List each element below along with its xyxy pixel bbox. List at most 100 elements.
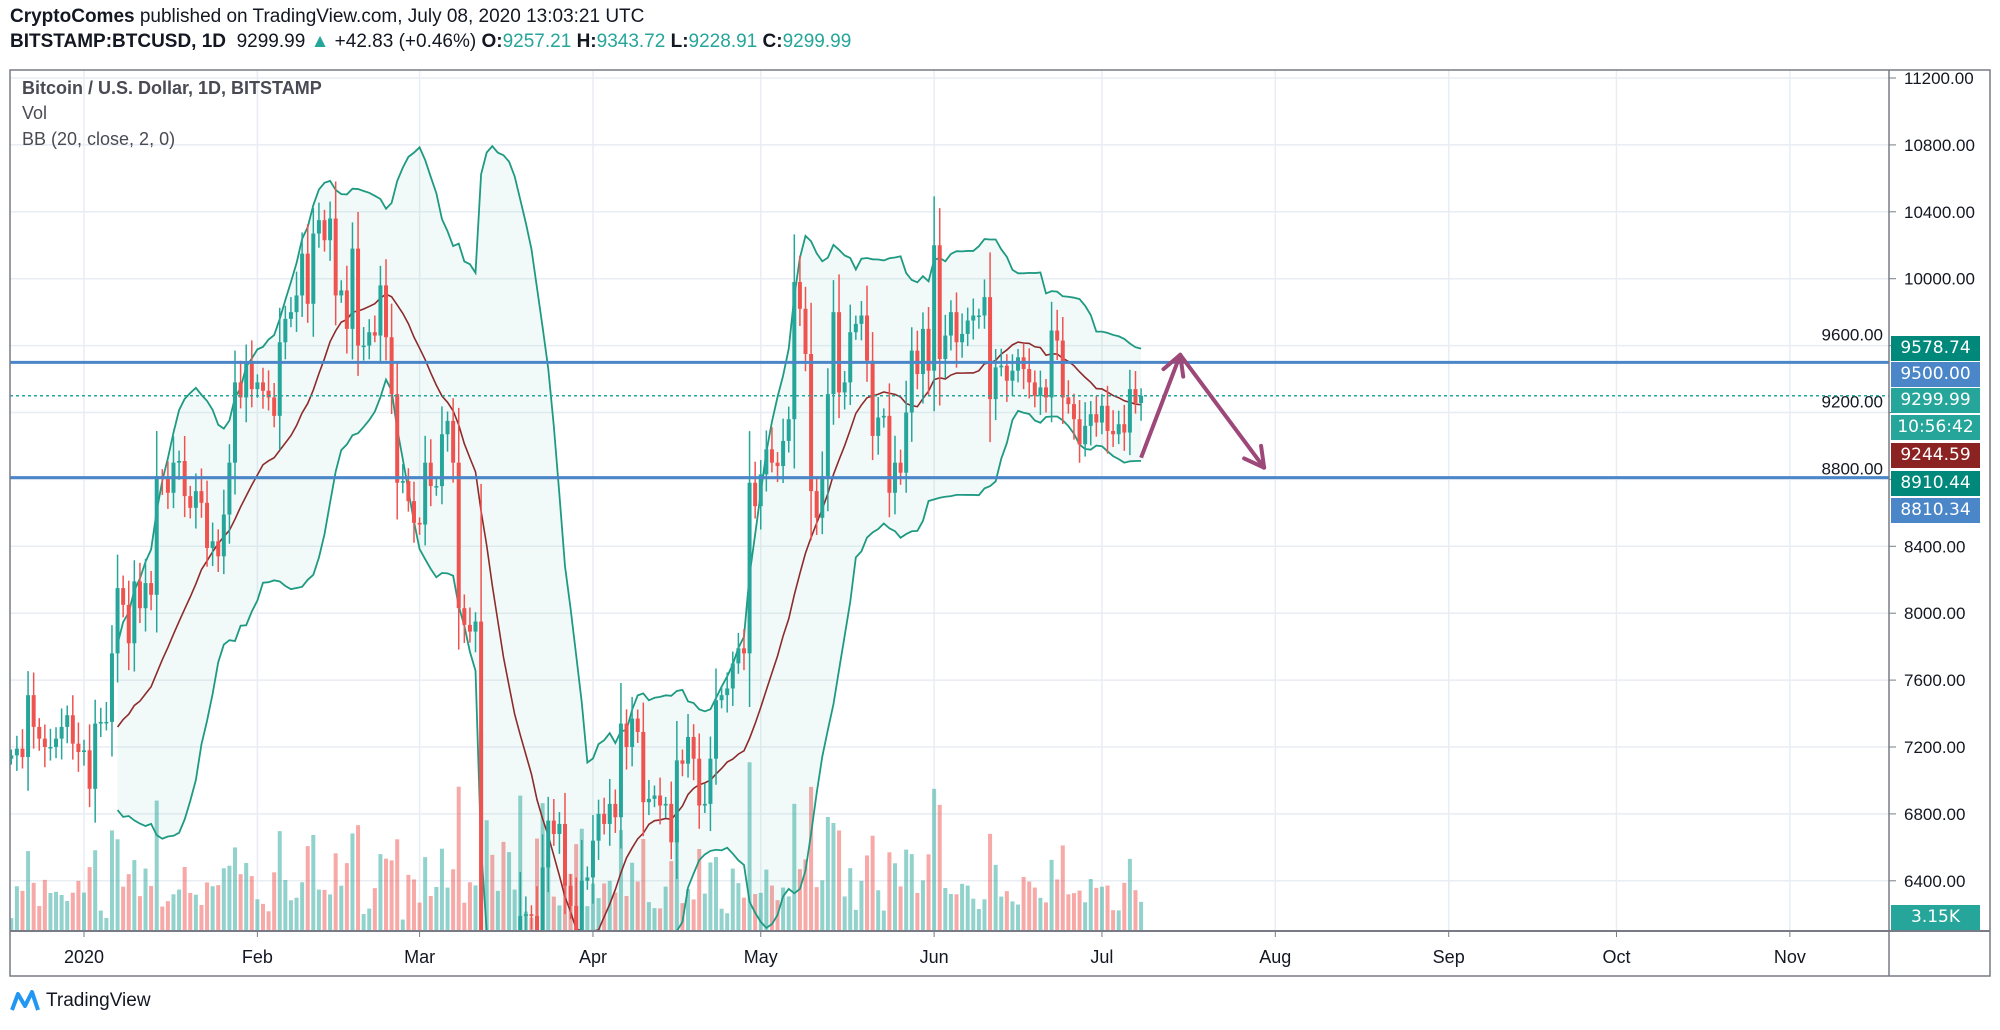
volume-bar [210, 886, 215, 931]
candle-body [1032, 382, 1037, 396]
candle-body [227, 462, 232, 515]
volume-bar [339, 885, 344, 931]
candle-body [686, 736, 691, 764]
volume-bar [697, 849, 702, 931]
candle-body [384, 285, 389, 338]
candle-body [137, 581, 142, 609]
bb-basis-tag: 9244.59 [1891, 443, 1980, 468]
publish-info: CryptoComes published on TradingView.com… [10, 6, 644, 28]
volume-bar [624, 896, 629, 931]
arrowhead [1242, 456, 1267, 470]
volume-bar [473, 885, 478, 931]
candle-body [663, 803, 668, 806]
volume-bar [70, 892, 75, 931]
candle-body [149, 583, 154, 595]
volume-bar [993, 864, 998, 931]
candle-body [372, 332, 377, 336]
volume-bar [300, 882, 305, 931]
volume-bar [630, 862, 635, 931]
candle-body [126, 604, 131, 644]
volume-bar [781, 887, 786, 931]
volume-bar [48, 893, 53, 931]
candle-body [691, 736, 696, 759]
volume-bar [881, 910, 886, 931]
candle-body [193, 491, 198, 508]
candle-body [562, 823, 567, 886]
candle-body [658, 795, 663, 806]
volume-bar [669, 861, 674, 931]
candle-body [674, 760, 679, 843]
candle-body [865, 315, 870, 361]
price-axis[interactable]: 11200.00 10800.00 10400.00 10000.00 9600.00 9… [1822, 69, 1975, 891]
arrowhead [1259, 443, 1267, 470]
time-axis[interactable]: 2020 Feb Mar Apr May Jun Jul Aug Sep Oct Nov [64, 931, 1806, 967]
volume-bar [193, 894, 198, 931]
author[interactable]: CryptoComes [10, 6, 135, 27]
price-tick-label: 8000.00 [1904, 604, 1965, 623]
volume-bar [188, 893, 193, 931]
volume-bar [260, 903, 265, 931]
arrow-path [1139, 352, 1266, 469]
candle-body [1099, 405, 1104, 423]
candle-body [439, 434, 444, 487]
publish-text: published on TradingView.com, July 08, 2… [139, 6, 645, 27]
volume-bar [137, 896, 142, 931]
candle-body [76, 743, 81, 753]
candle-body [1049, 330, 1054, 398]
candle-body [529, 914, 534, 916]
volume-bar [590, 883, 595, 931]
volume-bar [395, 839, 400, 931]
volume-bar [411, 879, 416, 931]
volume-bar [462, 902, 467, 931]
up-triangle-icon: ▲ [310, 31, 330, 52]
candle-body [65, 715, 70, 727]
tradingview-logo[interactable]: TradingView [10, 990, 151, 1012]
volume-bar [512, 889, 517, 931]
candle-body [557, 823, 562, 834]
legend-title[interactable]: Bitcoin / U.S. Dollar, 1D, BITSTAMP [22, 78, 322, 98]
candle-body [434, 486, 439, 488]
candle-body [1083, 425, 1088, 445]
candle-body [82, 750, 86, 753]
volume-bar [93, 850, 98, 931]
candle-body [1127, 389, 1132, 433]
volume-bar [1060, 845, 1065, 931]
volume-bar [456, 786, 461, 931]
volume-bar [585, 906, 590, 931]
candle-body [14, 748, 19, 756]
volume-bar [1105, 885, 1110, 931]
low-label: L: [670, 31, 689, 52]
legend-volume[interactable]: Vol [22, 103, 48, 123]
candle-body [859, 315, 864, 324]
candle-body [590, 840, 595, 878]
horizontal-levels[interactable] [10, 360, 1889, 480]
candle-body [361, 345, 366, 348]
candle-body [669, 803, 674, 843]
candle-body [982, 297, 987, 316]
volume-bar [126, 874, 131, 931]
countdown-tag: 10:56:42 [1891, 415, 1980, 440]
price-tick-label: 6400.00 [1904, 872, 1965, 891]
volume-bar [1021, 877, 1026, 931]
low-value: 9228.91 [688, 31, 758, 52]
chart-frame [9, 69, 1991, 977]
candle-body [904, 412, 909, 473]
volume-bar [915, 893, 920, 931]
time-tick-label: May [744, 947, 778, 967]
legend-bb[interactable]: BB (20, close, 2, 0) [22, 129, 176, 149]
candle-body [121, 588, 126, 605]
arrow-drawing[interactable] [1139, 352, 1267, 470]
candle-body [109, 653, 114, 722]
volume-bar [439, 848, 444, 931]
candle-body [714, 700, 719, 759]
candle-body [613, 803, 618, 818]
price-tick-label: 9600.00 [1822, 326, 1883, 345]
volume-bar [378, 854, 383, 931]
candle-body [1066, 397, 1071, 405]
candle-body [37, 726, 42, 739]
volume-bar [663, 886, 668, 931]
volume-bar [160, 906, 165, 931]
volume-bar [104, 918, 109, 931]
volume-bar [356, 825, 361, 931]
